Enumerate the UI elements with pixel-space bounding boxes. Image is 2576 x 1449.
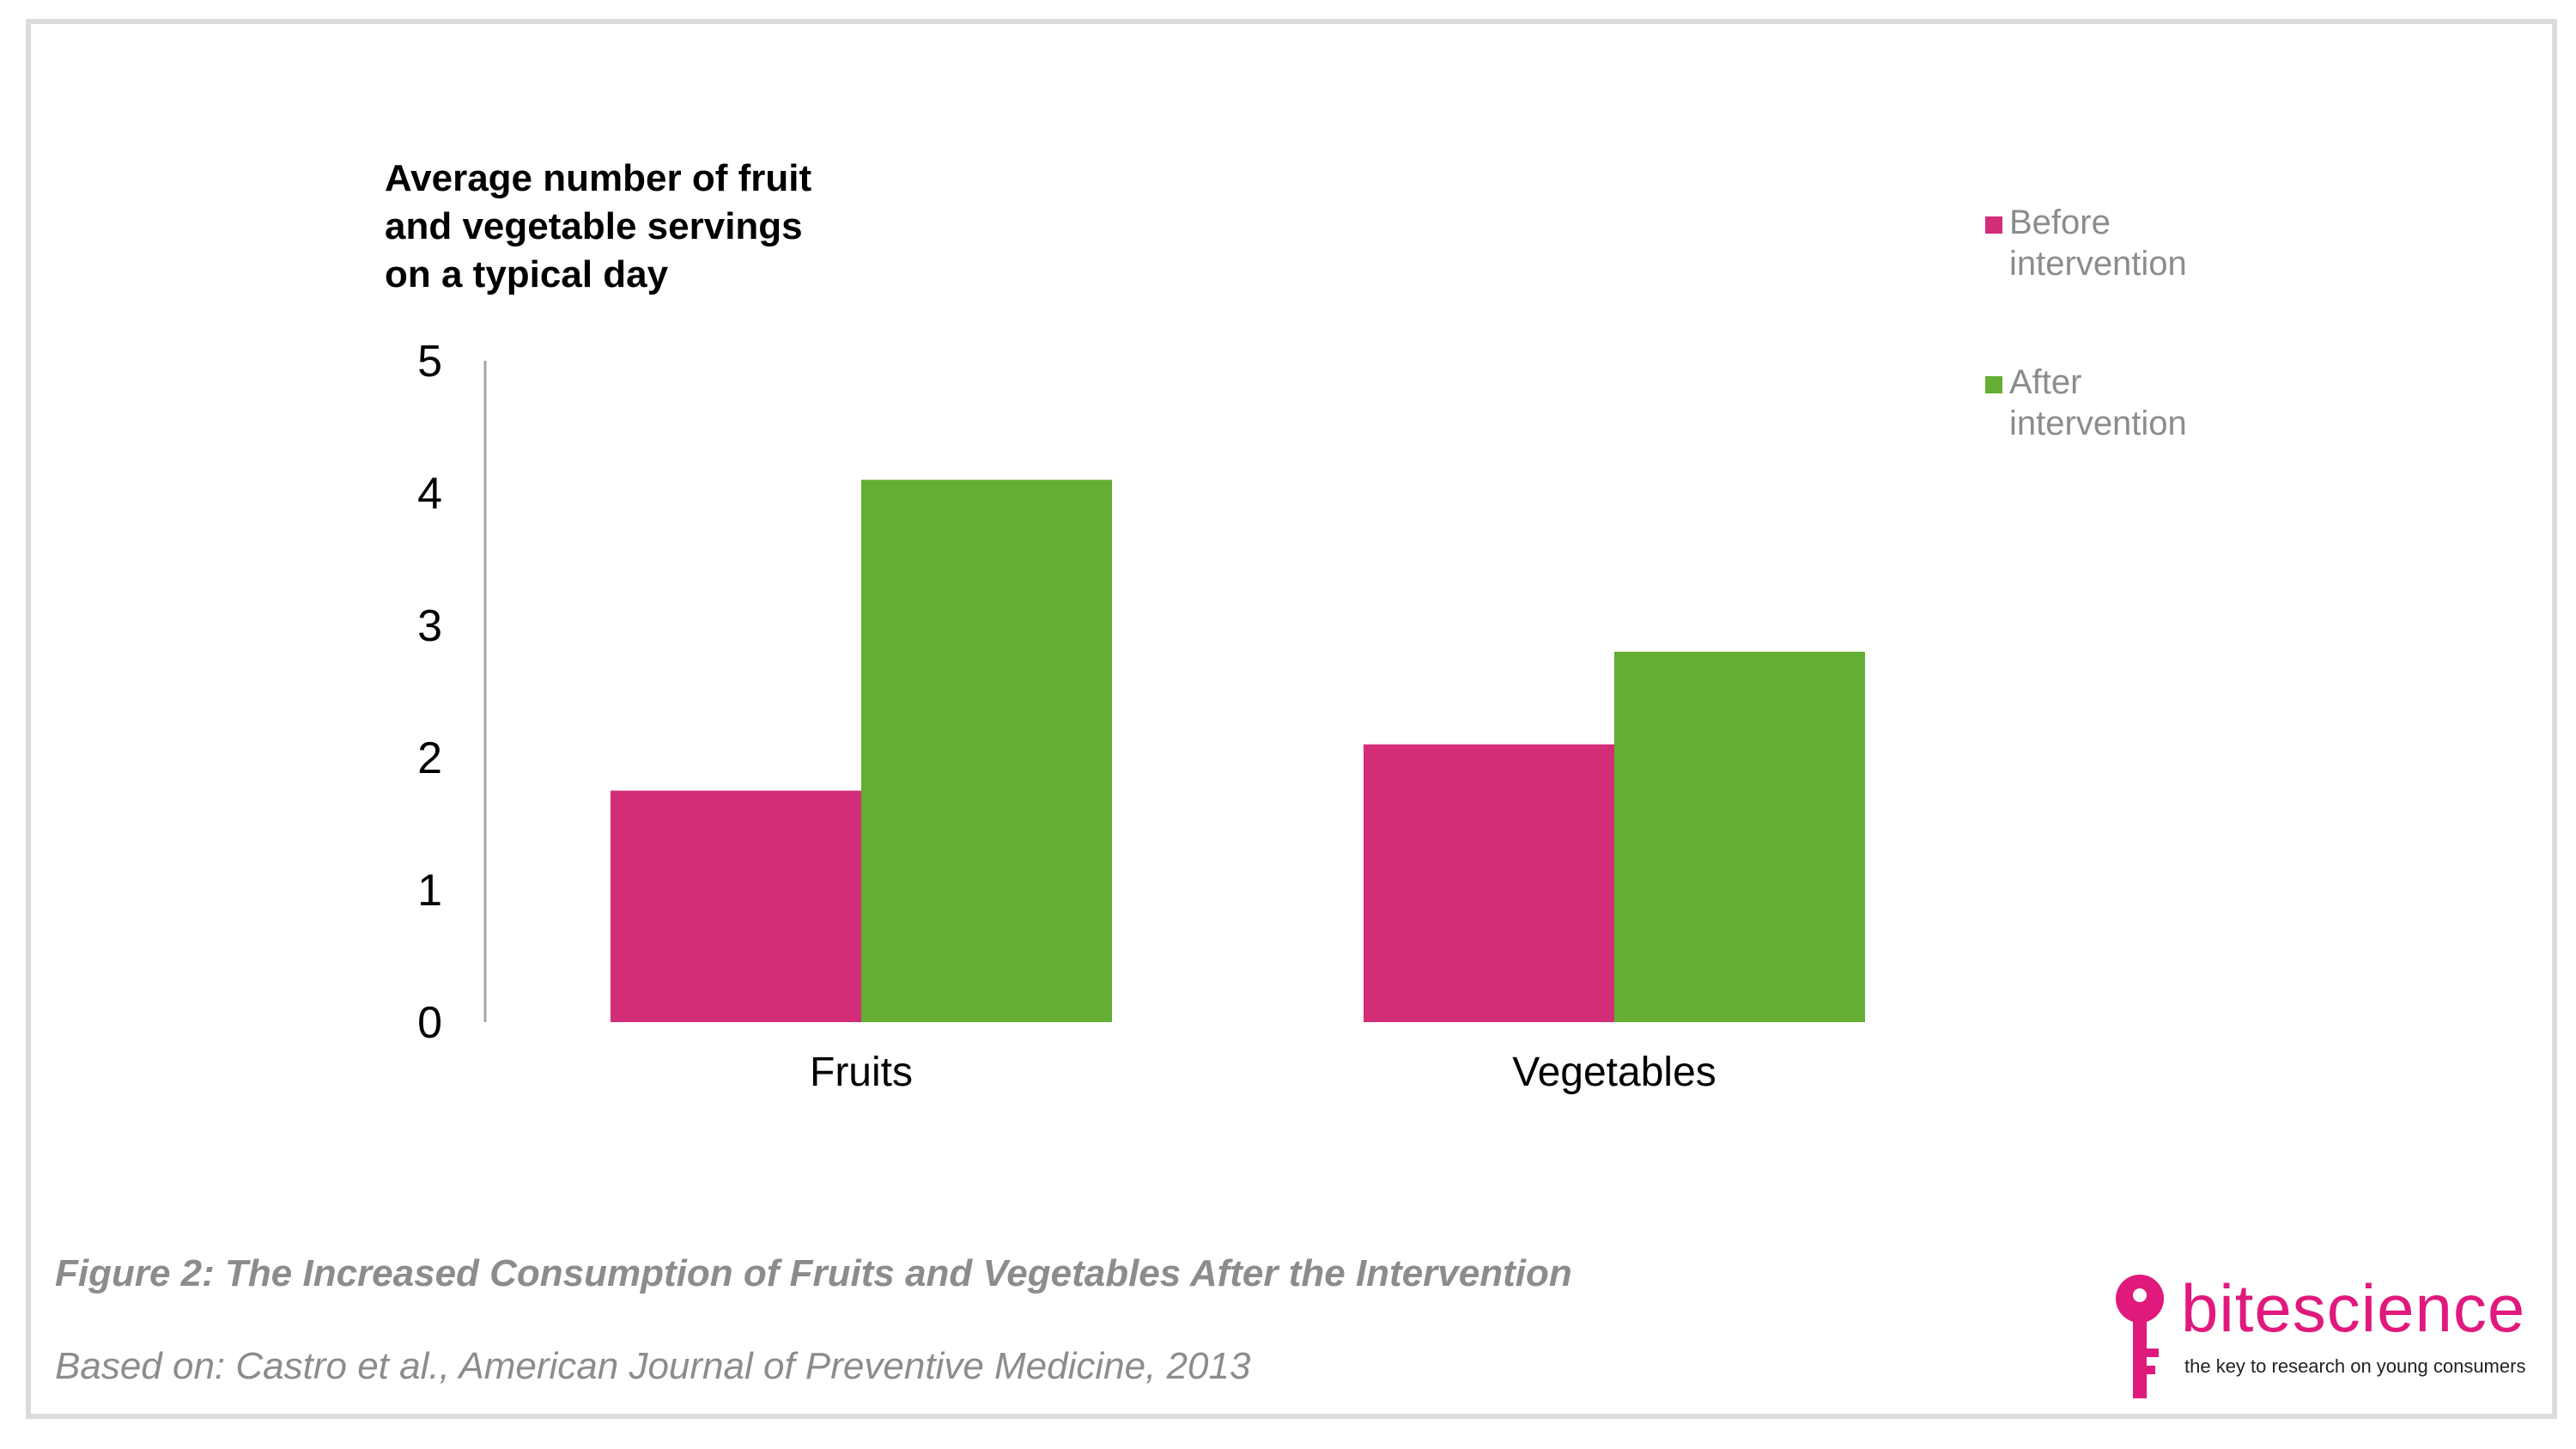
y-tick-label: 5	[417, 337, 442, 387]
legend-label: intervention	[2009, 405, 2187, 442]
y-tick-label: 0	[417, 998, 442, 1048]
bar-fruits-before	[611, 790, 861, 1022]
chart-title-line: and vegetable servings	[385, 205, 803, 247]
y-tick-label: 2	[417, 734, 442, 783]
bar-vegetables-after	[1614, 651, 1865, 1022]
legend-swatch	[1985, 376, 2002, 393]
legend-label: intervention	[2009, 245, 2187, 283]
figure-caption: Figure 2: The Increased Consumption of F…	[55, 1252, 1572, 1294]
y-tick-label: 1	[417, 866, 442, 916]
x-category-label: Vegetables	[1512, 1050, 1716, 1095]
key-icon	[2116, 1275, 2164, 1398]
logo-wordmark: bitescience	[2181, 1270, 2526, 1346]
bar-vegetables-before	[1364, 744, 1614, 1022]
chart-title-line: on a typical day	[385, 253, 669, 295]
source-citation: Based on: Castro et al., American Journa…	[55, 1345, 1251, 1387]
figure-frame	[26, 19, 2557, 1419]
bitescience-logo: bitescience the key to research on young…	[2112, 1269, 2526, 1398]
chart-title-line: Average number of fruit	[385, 157, 811, 199]
legend-label: Before	[2009, 204, 2111, 241]
bar-fruits-after	[861, 479, 1112, 1022]
legend-label: After	[2009, 363, 2081, 401]
y-tick-label: 4	[417, 469, 442, 519]
x-category-label: Fruits	[810, 1050, 913, 1095]
logo-tagline: the key to research on young consumers	[2184, 1355, 2526, 1377]
y-tick-label: 3	[417, 601, 442, 651]
legend-swatch	[1985, 216, 2002, 234]
